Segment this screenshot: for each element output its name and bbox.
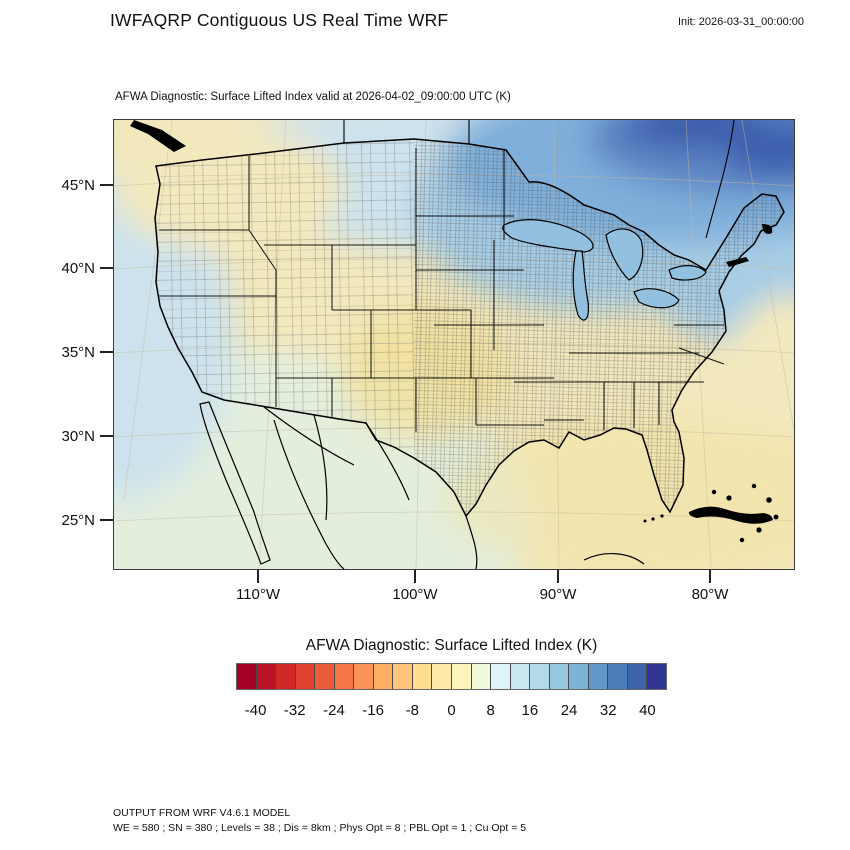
colorbar-tick-label: -16: [362, 702, 384, 719]
colorbar-tick-label: 40: [639, 702, 656, 719]
colorbar-segment: [491, 664, 511, 689]
map-subtitle: AFWA Diagnostic: Surface Lifted Index va…: [115, 91, 511, 103]
colorbar-tick-label: -40: [244, 702, 267, 719]
tick-mark: [557, 570, 559, 583]
ytick-45n: 45°N: [38, 176, 113, 194]
us-map-svg: [114, 120, 794, 569]
tick-mark: [100, 435, 113, 437]
colorbar-segment: [569, 664, 589, 689]
xtick-90w: 90°W: [513, 570, 603, 603]
footer-line2: WE = 580 ; SN = 380 ; Levels = 38 ; Dis …: [113, 822, 527, 835]
ytick-label: 45°N: [61, 176, 95, 194]
ytick-30n: 30°N: [38, 427, 113, 445]
tick-mark: [100, 351, 113, 353]
colorbar-segment: [647, 664, 667, 689]
colorbar-segment: [530, 664, 550, 689]
init-timestamp: Init: 2026-03-31_00:00:00: [678, 16, 804, 28]
colorbar-tick-label: 16: [521, 702, 539, 719]
colorbar-tick-label: -32: [283, 702, 306, 719]
tick-mark: [257, 570, 259, 583]
xtick-110w: 110°W: [213, 570, 303, 603]
tick-mark: [414, 570, 416, 583]
tick-mark: [100, 184, 113, 186]
xtick-label: 100°W: [392, 586, 438, 603]
colorbar-segment: [549, 664, 570, 689]
ytick-label: 40°N: [61, 259, 95, 277]
xtick-80w: 80°W: [665, 570, 755, 603]
xtick-label: 90°W: [539, 586, 577, 603]
colorbar: [236, 663, 667, 690]
tick-mark: [100, 519, 113, 521]
colorbar-segment: [334, 664, 355, 689]
colorbar-segment: [315, 664, 335, 689]
colorbar-segment: [412, 664, 433, 689]
map-canvas: [113, 119, 795, 570]
colorbar-segment: [237, 664, 257, 689]
ytick-25n: 25°N: [38, 511, 113, 529]
xtick-label: 80°W: [691, 586, 729, 603]
ytick-label: 35°N: [61, 343, 95, 361]
colorbar-segment: [471, 664, 492, 689]
island-silhouettes: [130, 120, 779, 543]
ytick-35n: 35°N: [38, 343, 113, 361]
colorbar-tick-label: -8: [405, 702, 419, 719]
colorbar-tick-label: -24: [323, 702, 345, 719]
colorbar-segment: [452, 664, 472, 689]
footer-line1: OUTPUT FROM WRF V4.6.1 MODEL: [113, 807, 291, 819]
xtick-label: 110°W: [235, 586, 281, 603]
colorbar-segment: [608, 664, 628, 689]
ytick-40n: 40°N: [38, 259, 113, 277]
colorbar-segment: [354, 664, 374, 689]
colorbar-title: AFWA Diagnostic: Surface Lifted Index (K…: [305, 637, 598, 654]
colorbar-tick-labels: -40 -32 -24 -16 -8 0 8 16 24 32 40: [236, 702, 667, 722]
us-outline: [154, 138, 785, 518]
great-lakes: [502, 219, 707, 321]
colorbar-segment: [373, 664, 394, 689]
colorbar-segment: [393, 664, 413, 689]
colorbar-tick-label: 8: [486, 702, 495, 719]
colorbar-tick-label: 0: [447, 702, 456, 719]
mexico-boundaries: [199, 401, 645, 569]
colorbar-tick-label: 24: [560, 702, 578, 719]
colorbar-segment: [256, 664, 277, 689]
ytick-label: 30°N: [61, 427, 95, 445]
xtick-100w: 100°W: [370, 570, 460, 603]
colorbar-segment: [627, 664, 648, 689]
model-footer: OUTPUT FROM WRF V4.6.1 MODEL WE = 580 ; …: [113, 806, 526, 836]
colorbar-segment: [432, 664, 453, 689]
tick-mark: [709, 570, 711, 583]
colorbar-segment: [276, 664, 296, 689]
colorbar-tick-label: 32: [599, 702, 617, 719]
colorbar-segment: [295, 664, 316, 689]
page-title: IWFAQRP Contiguous US Real Time WRF: [110, 10, 449, 30]
state-boundaries: [159, 148, 725, 432]
colorbar-segment: [510, 664, 531, 689]
canada-boundaries: [343, 120, 735, 239]
colorbar-segment: [588, 664, 609, 689]
tick-mark: [100, 267, 113, 269]
ytick-label: 25°N: [61, 511, 95, 529]
